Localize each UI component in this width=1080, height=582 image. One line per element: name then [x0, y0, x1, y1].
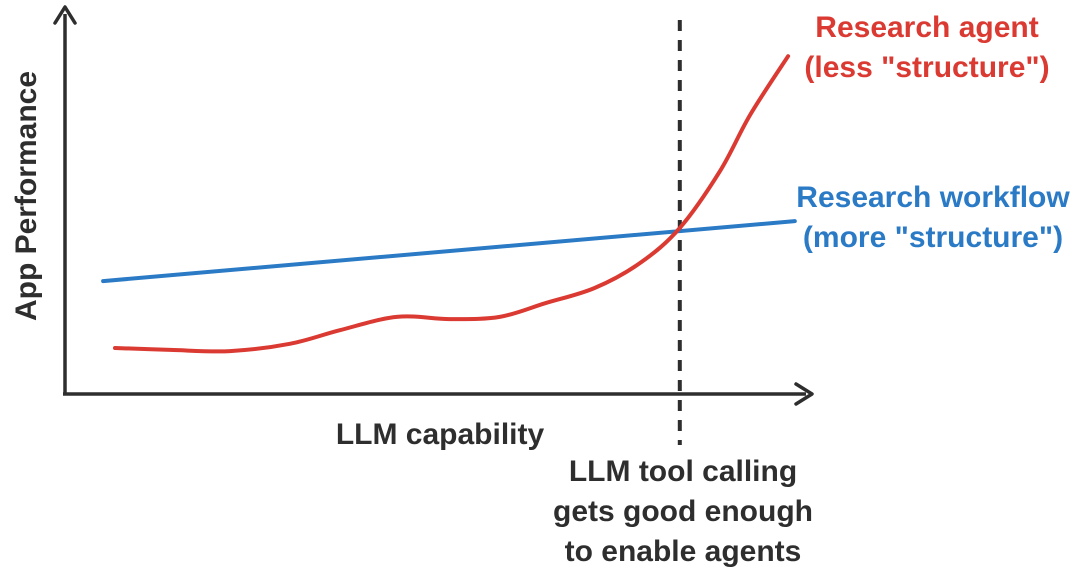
- research-agent-curve: [113, 54, 791, 354]
- threshold-annotation: LLM tool calling gets good enough to ena…: [528, 452, 838, 572]
- threshold-annotation-line1: LLM tool calling: [568, 455, 798, 488]
- legend-research-agent-line1: Research agent: [815, 11, 1039, 44]
- research-workflow-line: [101, 219, 797, 284]
- legend-research-workflow-line1: Research workflow: [796, 181, 1070, 214]
- threshold-annotation-line3: to enable agents: [564, 535, 802, 568]
- y-axis-label: App Performance: [10, 70, 43, 322]
- x-axis-arrow-icon: [794, 382, 814, 406]
- legend-research-workflow-line2: (more "structure"): [802, 221, 1064, 254]
- x-axis-label: LLM capability: [335, 418, 545, 451]
- threshold-annotation-line2: gets good enough: [553, 495, 813, 528]
- legend-research-workflow: Research workflow (more "structure"): [778, 178, 1080, 258]
- legend-research-agent-line2: (less "structure"): [804, 51, 1050, 84]
- legend-research-agent: Research agent (less "structure"): [772, 8, 1080, 88]
- y-axis-arrow-icon: [53, 5, 77, 25]
